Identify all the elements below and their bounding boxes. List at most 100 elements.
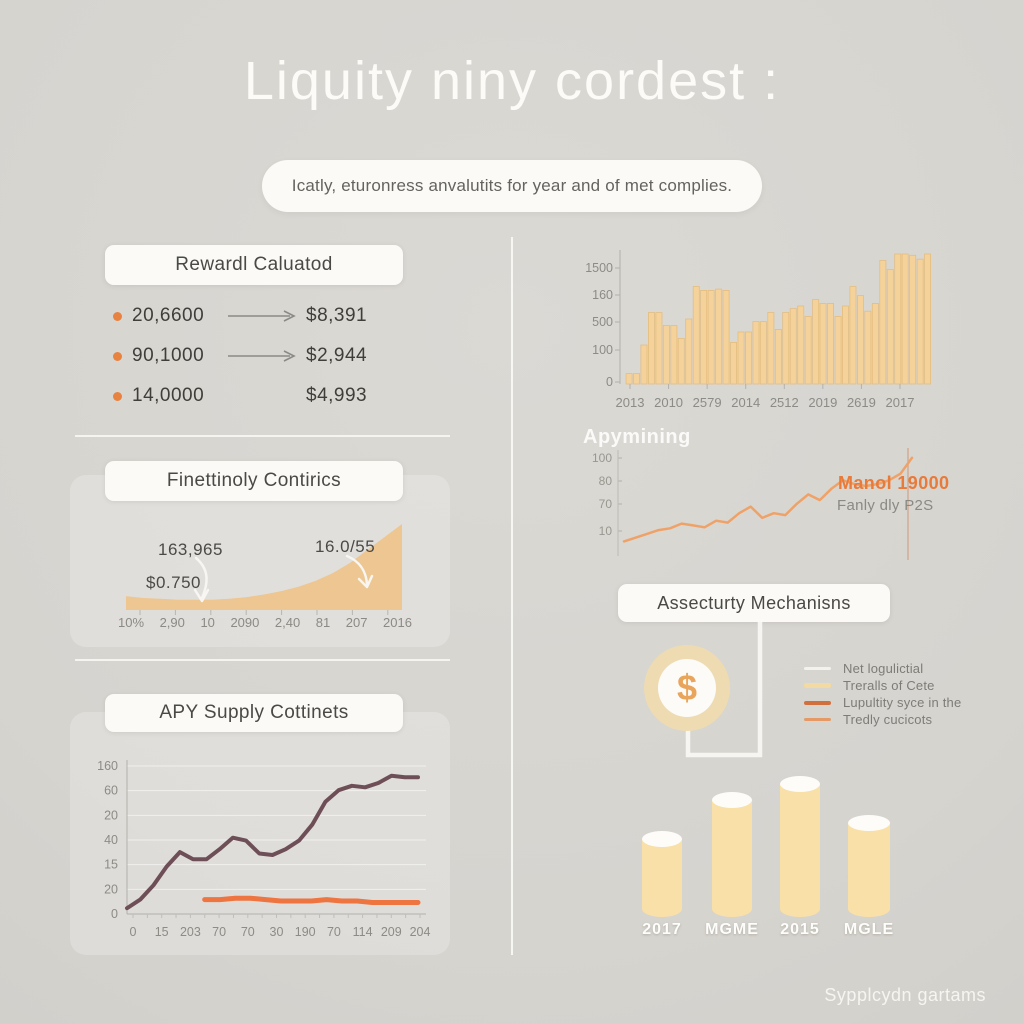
x-tick-label: 2,40 — [274, 615, 301, 630]
svg-text:0: 0 — [606, 375, 613, 389]
x-tick-label: 81 — [315, 615, 331, 630]
growth-x-axis: 10% 2,90 10 2090 2,40 81 207 2016 — [118, 615, 412, 630]
apymining-annotation: Manol 19000 — [838, 473, 950, 493]
svg-text:160: 160 — [592, 288, 613, 302]
reward-value: $8,391 — [306, 305, 368, 326]
growth-card-header: Finettinoly Contirics — [105, 461, 403, 501]
svg-text:20: 20 — [104, 882, 118, 896]
curved-arrow-icon — [193, 556, 210, 603]
legend-label: Net logulictial — [843, 661, 924, 676]
x-tick-label: 2090 — [230, 615, 260, 630]
cylinder-bar — [712, 792, 752, 917]
curved-arrow-icon — [345, 554, 374, 589]
svg-text:2579: 2579 — [693, 395, 722, 410]
svg-text:70: 70 — [241, 925, 255, 939]
cylinder-label: MGLE — [843, 921, 895, 938]
apymining-title: Apymining — [583, 426, 691, 448]
reward-amount: 20,6600 — [132, 305, 205, 326]
section-divider — [75, 659, 450, 661]
section-divider — [75, 435, 450, 437]
dollar-coin-icon: $ — [644, 645, 730, 731]
bullet-icon — [113, 351, 122, 361]
reward-row: 20,6600 $8,391 — [105, 296, 435, 336]
cylinder-label: 2015 — [780, 921, 820, 938]
svg-text:2019: 2019 — [808, 395, 837, 410]
mechanisms-title: Assecturty Mechanisns — [657, 592, 851, 613]
reward-row: 90,1000 $2,944 — [105, 336, 435, 376]
svg-text:114: 114 — [353, 925, 373, 939]
growth-card-title: Finettinoly Contirics — [166, 470, 342, 491]
growth-area-chart — [126, 524, 402, 615]
growth-annotation: 163,965 — [158, 540, 223, 559]
svg-text:70: 70 — [212, 925, 226, 939]
reward-card-title: Rewardl Caluatod — [175, 254, 333, 275]
apymining-chart: 100 80 70 10 — [592, 448, 914, 560]
svg-text:70: 70 — [327, 925, 341, 939]
legend-item: Lupultity syce in the — [804, 694, 961, 711]
svg-text:80: 80 — [599, 474, 613, 488]
bullet-icon — [113, 391, 122, 401]
cylinder-top — [848, 815, 890, 831]
apymining-annotation: Fanly dly P2S — [837, 497, 934, 514]
footer-note: Sypplcydn gartams — [824, 985, 986, 1005]
cylinder-top — [780, 776, 820, 792]
svg-text:30: 30 — [270, 925, 284, 939]
page-title: Liquity niny cordest : — [243, 51, 781, 111]
cylinder-bar — [642, 831, 682, 917]
svg-text:0: 0 — [130, 925, 137, 939]
growth-annotation: $0.750 — [146, 573, 201, 592]
svg-text:10: 10 — [599, 524, 613, 538]
cylinder-top — [712, 792, 752, 808]
svg-text:2010: 2010 — [654, 395, 683, 410]
svg-text:40: 40 — [104, 833, 118, 847]
x-tick-label: 2,90 — [159, 615, 185, 630]
legend-swatch — [804, 718, 831, 721]
svg-text:204: 204 — [410, 925, 431, 939]
cylinder-label: MGME — [705, 921, 759, 938]
apy-card-header: APY Supply Cottinets — [105, 694, 403, 732]
apy-card-title: APY Supply Cottinets — [159, 702, 349, 723]
svg-text:20: 20 — [104, 808, 118, 822]
legend-item: Treralls of Cete — [804, 677, 961, 694]
cylinder-label: 2017 — [642, 921, 682, 938]
svg-text:2619: 2619 — [847, 395, 876, 410]
svg-text:100: 100 — [592, 451, 612, 465]
reward-value: $2,944 — [306, 345, 368, 366]
svg-text:2013: 2013 — [616, 395, 645, 410]
mechanisms-card-header: Assecturty Mechanisns — [618, 584, 890, 622]
x-tick-label: 10 — [200, 615, 215, 630]
cylinder-top — [642, 831, 682, 847]
x-tick-label: 10% — [118, 615, 145, 630]
legend-item: Net logulictial — [804, 660, 961, 677]
svg-text:0: 0 — [111, 907, 118, 921]
svg-text:2512: 2512 — [770, 395, 799, 410]
svg-text:15: 15 — [155, 925, 169, 939]
svg-text:70: 70 — [599, 497, 613, 511]
dollar-coin-face: $ — [658, 659, 716, 717]
subtitle-banner: Icatly, eturonress anvalutits for year a… — [262, 160, 762, 212]
svg-text:1500: 1500 — [585, 261, 613, 275]
mechanisms-legend: Net logulictial Treralls of Cete Lupulti… — [804, 660, 961, 728]
bullet-icon — [113, 311, 122, 321]
svg-text:15: 15 — [104, 858, 118, 872]
growth-annotation: 16.0/55 — [315, 537, 376, 556]
dollar-symbol: $ — [676, 667, 698, 708]
svg-text:100: 100 — [592, 343, 613, 357]
legend-label: Treralls of Cete — [843, 678, 935, 693]
svg-text:203: 203 — [180, 925, 201, 939]
svg-text:500: 500 — [592, 315, 613, 329]
svg-text:190: 190 — [295, 925, 316, 939]
reward-value: $4,993 — [306, 385, 368, 406]
reward-row: 14,0000 $4,993 — [105, 376, 435, 416]
apy-supply-chart: 160 60 20 40 15 20 00 15 203 70 70 30 190 70 114 209 204 — [97, 759, 431, 939]
svg-text:2014: 2014 — [731, 395, 760, 410]
column-divider — [511, 237, 513, 955]
x-tick-label: 2016 — [383, 615, 412, 630]
svg-text:209: 209 — [381, 925, 402, 939]
legend-label: Tredly cucicots — [843, 712, 933, 727]
svg-text:160: 160 — [97, 759, 118, 773]
x-tick-label: 207 — [345, 615, 368, 630]
right-arrow-icon — [228, 310, 296, 322]
